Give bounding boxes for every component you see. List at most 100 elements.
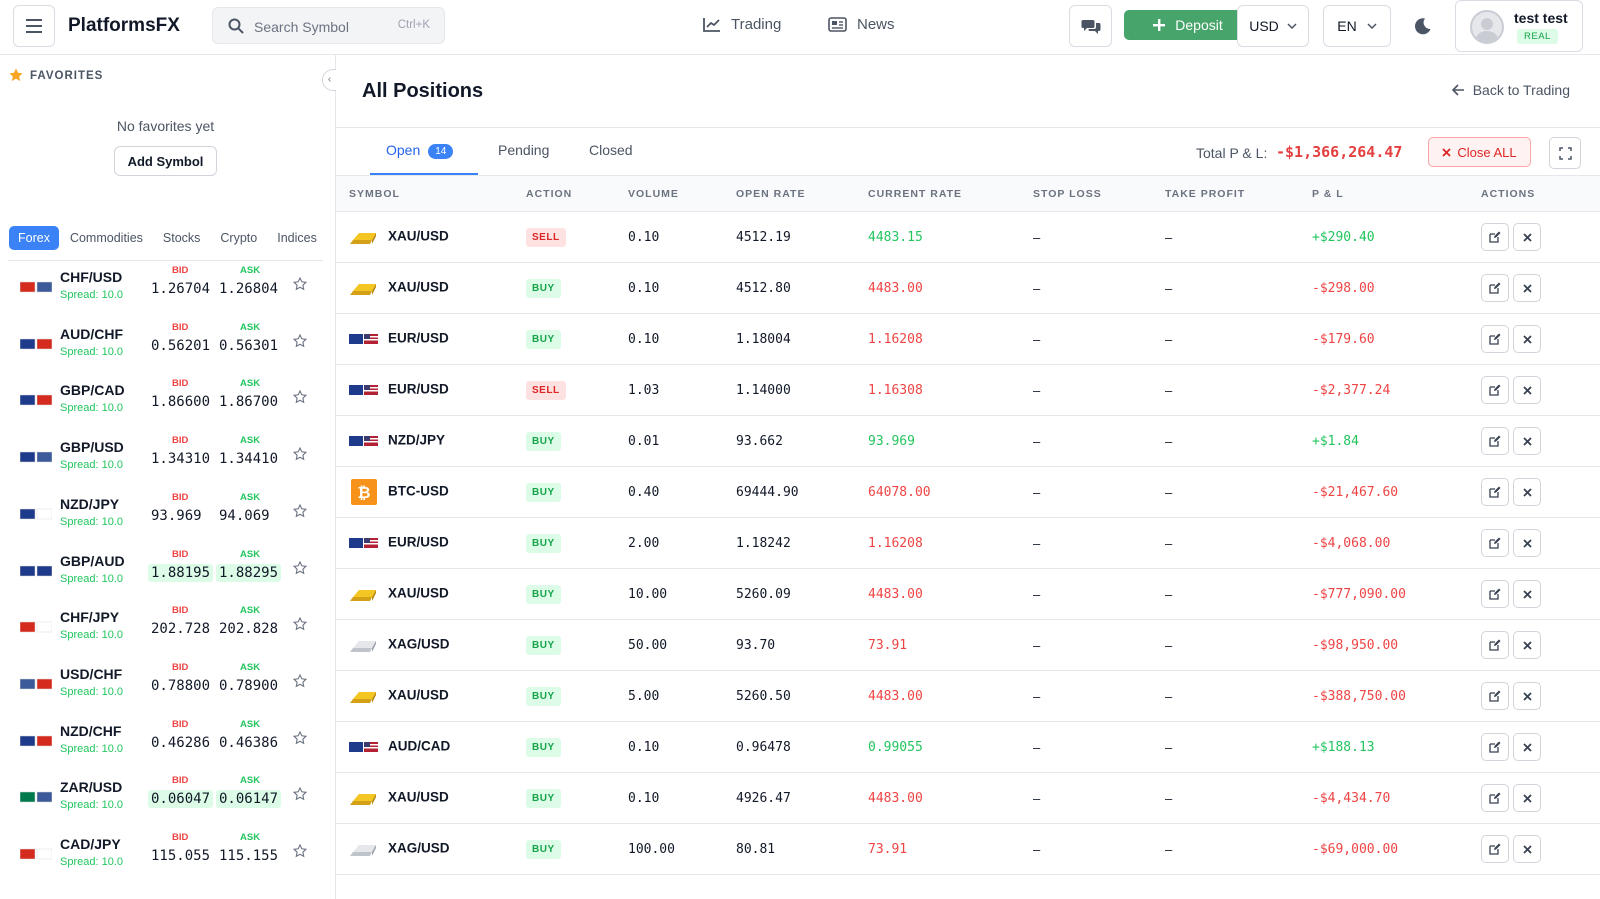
table-row[interactable]: EUR/USD BUY 0.10 1.18004 1.16208 – – -$179.60 — [336, 314, 1600, 365]
edit-button[interactable] — [1481, 376, 1509, 404]
close-all-button[interactable]: Close ALL — [1428, 137, 1531, 167]
star-outline-icon[interactable] — [293, 447, 307, 461]
symbol-row[interactable]: GBP/AUD Spread: 10.0 BID 1.88195 ASK 1.88295 — [0, 549, 330, 607]
add-symbol-button[interactable]: Add Symbol — [114, 146, 217, 176]
close-position-button[interactable] — [1513, 631, 1541, 659]
back-to-trading-link[interactable]: Back to Trading — [1451, 82, 1570, 98]
edit-button[interactable] — [1481, 835, 1509, 863]
ask-price[interactable]: 0.78900 — [219, 677, 279, 694]
table-row[interactable]: XAU/USD BUY 0.10 4926.47 4483.00 – – -$4,434.70 — [336, 773, 1600, 824]
close-position-button[interactable] — [1513, 376, 1541, 404]
edit-button[interactable] — [1481, 784, 1509, 812]
symbol-row[interactable]: GBP/USD Spread: 10.0 BID 1.34310 ASK 1.34410 — [0, 435, 330, 493]
star-outline-icon[interactable] — [293, 390, 307, 404]
bid-price[interactable]: 1.26704 — [151, 281, 211, 297]
symbol-row[interactable]: NZD/CHF Spread: 10.0 BID 0.46286 ASK 0.46386 — [0, 719, 330, 777]
close-position-button[interactable] — [1513, 478, 1541, 506]
chat-button[interactable] — [1069, 5, 1112, 47]
edit-button[interactable] — [1481, 274, 1509, 302]
symbol-row[interactable]: ZAR/USD Spread: 10.0 BID 0.06047 ASK 0.06147 — [0, 775, 330, 833]
edit-button[interactable] — [1481, 631, 1509, 659]
bid-price[interactable]: 202.728 — [151, 621, 211, 638]
table-row[interactable]: XAU/USD BUY 10.00 5260.09 4483.00 – – -$777,090… — [336, 569, 1600, 620]
star-outline-icon[interactable] — [293, 333, 307, 348]
star-outline-icon[interactable] — [293, 277, 307, 291]
theme-toggle[interactable] — [1404, 5, 1441, 47]
ask-price[interactable]: 1.88295 — [216, 563, 282, 582]
close-position-button[interactable] — [1513, 733, 1541, 761]
tab-stocks[interactable]: Stocks — [162, 231, 201, 245]
star-outline-icon[interactable] — [293, 844, 307, 858]
close-position-button[interactable] — [1513, 682, 1541, 710]
bid-price[interactable]: 0.56201 — [151, 337, 211, 354]
star-outline-icon[interactable] — [293, 503, 307, 518]
tab-crypto[interactable]: Crypto — [220, 231, 258, 245]
ask-price[interactable]: 1.34410 — [219, 451, 279, 468]
symbol-row[interactable]: CHF/JPY Spread: 10.0 BID 202.728 ASK 202.828 — [0, 605, 330, 663]
bid-price[interactable]: 1.86600 — [151, 394, 211, 411]
star-outline-icon[interactable] — [293, 730, 307, 745]
table-row[interactable]: ₿ BTC-USD BUY 0.40 69444.90 64078.00 – – -$21,46… — [336, 467, 1600, 518]
table-row[interactable]: AUD/CAD BUY 0.10 0.96478 0.99055 – – +$188.13 — [336, 722, 1600, 773]
nav-news[interactable]: News — [828, 16, 895, 33]
search-input[interactable]: Search Symbol Ctrl+K — [212, 7, 445, 44]
bid-price[interactable]: 1.88195 — [148, 563, 214, 582]
symbol-row[interactable]: USD/CHF Spread: 10.0 BID 0.78800 ASK 0.78900 — [0, 662, 330, 720]
close-position-button[interactable] — [1513, 274, 1541, 302]
tab-indices[interactable]: Indices — [277, 231, 317, 245]
close-position-button[interactable] — [1513, 325, 1541, 353]
ask-price[interactable]: 1.26804 — [219, 281, 279, 297]
table-row[interactable]: XAU/USD BUY 0.10 4512.80 4483.00 – – -$298.00 — [336, 263, 1600, 314]
close-position-button[interactable] — [1513, 223, 1541, 251]
tab-commodities[interactable]: Commodities — [69, 231, 143, 245]
language-select[interactable]: EN — [1323, 5, 1391, 47]
symbol-row[interactable]: NZD/JPY Spread: 10.0 BID 93.969 ASK 94.069 — [0, 492, 330, 550]
edit-button[interactable] — [1481, 478, 1509, 506]
table-row[interactable]: XAU/USD SELL 0.10 4512.19 4483.15 – – +$290.40 — [336, 212, 1600, 263]
edit-button[interactable] — [1481, 682, 1509, 710]
tab-forex[interactable]: Forex — [9, 226, 59, 250]
edit-button[interactable] — [1481, 580, 1509, 608]
bid-price[interactable]: 0.06047 — [148, 790, 214, 809]
table-row[interactable]: XAU/USD BUY 5.00 5260.50 4483.00 – – -$388,750.… — [336, 671, 1600, 722]
bid-price[interactable]: 115.055 — [151, 848, 211, 864]
ask-price[interactable]: 1.86700 — [219, 394, 279, 411]
table-row[interactable]: XAG/USD BUY 50.00 93.70 73.91 – – -$98,950.00 — [336, 620, 1600, 671]
edit-button[interactable] — [1481, 529, 1509, 557]
tab-closed[interactable]: Closed — [589, 142, 633, 158]
bid-price[interactable]: 1.34310 — [151, 451, 211, 468]
bid-price[interactable]: 0.78800 — [151, 677, 211, 694]
edit-button[interactable] — [1481, 427, 1509, 455]
star-outline-icon[interactable] — [293, 673, 307, 688]
symbol-row[interactable]: CAD/JPY Spread: 10.0 BID 115.055 ASK 115.155 — [0, 832, 330, 890]
menu-button[interactable] — [13, 5, 55, 47]
user-menu[interactable]: test test REAL — [1455, 0, 1583, 52]
symbol-row[interactable]: AUD/CHF Spread: 10.0 BID 0.56201 ASK 0.56301 — [0, 322, 330, 380]
close-position-button[interactable] — [1513, 529, 1541, 557]
close-position-button[interactable] — [1513, 835, 1541, 863]
star-outline-icon[interactable] — [293, 787, 307, 801]
star-outline-icon[interactable] — [293, 617, 307, 631]
ask-price[interactable]: 94.069 — [219, 507, 270, 524]
symbol-row[interactable]: CHF/USD Spread: 10.0 BID 1.26704 ASK 1.26804 — [0, 265, 330, 323]
ask-price[interactable]: 0.46386 — [219, 734, 279, 751]
close-position-button[interactable] — [1513, 580, 1541, 608]
table-row[interactable]: XAG/USD BUY 100.00 80.81 73.91 – – -$69,000.00 — [336, 824, 1600, 875]
close-position-button[interactable] — [1513, 784, 1541, 812]
bid-price[interactable]: 0.46286 — [151, 734, 211, 751]
nav-trading[interactable]: Trading — [703, 16, 781, 33]
edit-button[interactable] — [1481, 223, 1509, 251]
table-row[interactable]: NZD/JPY BUY 0.01 93.662 93.969 – – +$1.84 — [336, 416, 1600, 467]
ask-price[interactable]: 0.06147 — [216, 790, 282, 809]
deposit-button[interactable]: Deposit — [1124, 10, 1252, 40]
edit-button[interactable] — [1481, 325, 1509, 353]
ask-price[interactable]: 0.56301 — [219, 337, 279, 354]
sidebar-collapse-button[interactable]: ‹ — [322, 69, 336, 91]
ask-price[interactable]: 115.155 — [219, 848, 279, 864]
brand-logo[interactable]: PlatformsFX — [68, 15, 180, 36]
tab-pending[interactable]: Pending — [498, 142, 550, 158]
table-row[interactable]: EUR/USD SELL 1.03 1.14000 1.16308 – – -$2,377.2… — [336, 365, 1600, 416]
close-position-button[interactable] — [1513, 427, 1541, 455]
edit-button[interactable] — [1481, 733, 1509, 761]
table-row[interactable]: EUR/USD BUY 2.00 1.18242 1.16208 – – -$4,068.00 — [336, 518, 1600, 569]
